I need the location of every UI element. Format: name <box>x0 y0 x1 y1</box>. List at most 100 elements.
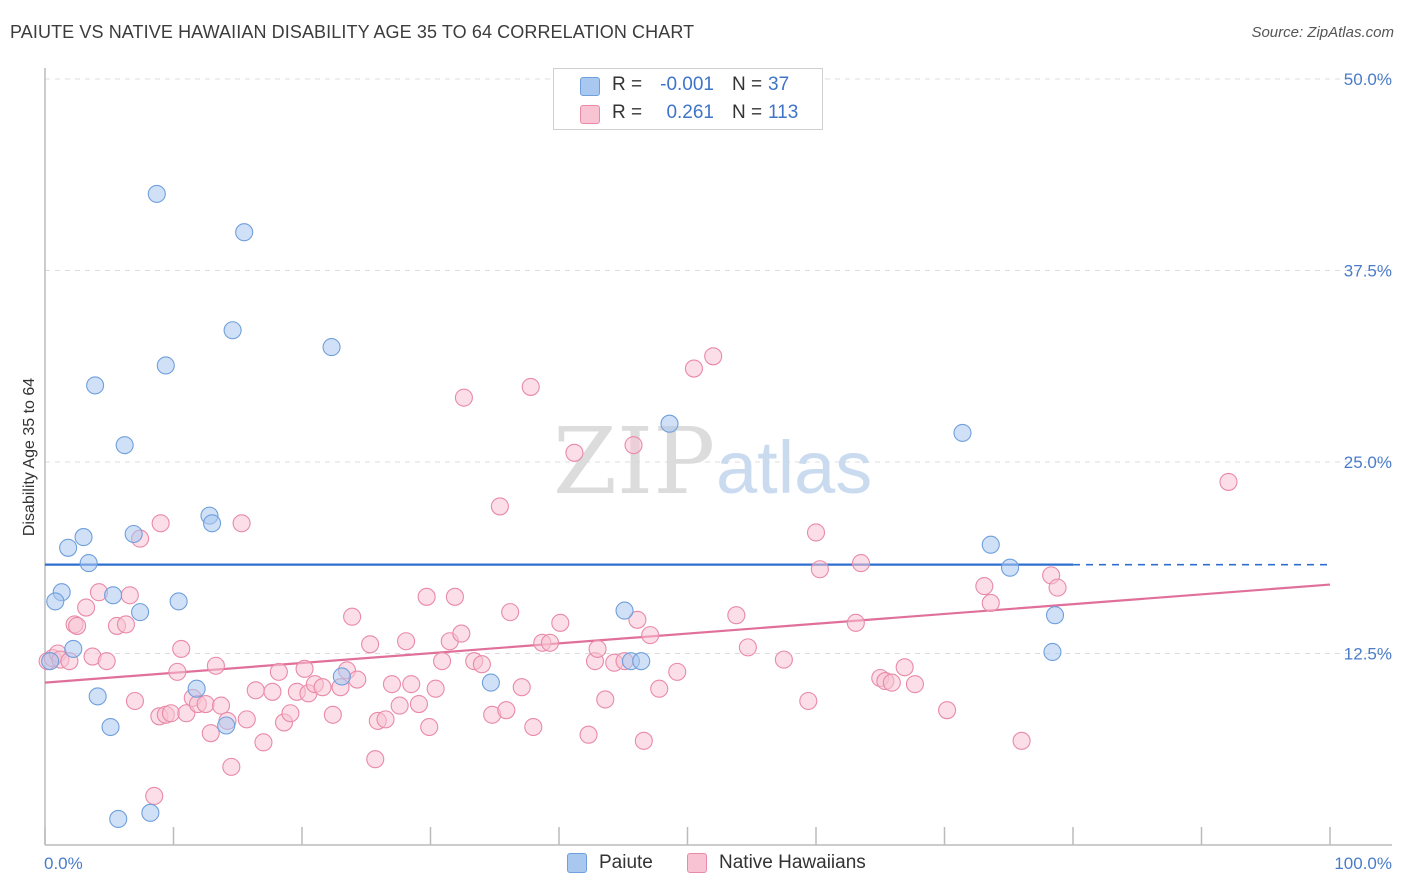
data-point <box>490 497 509 516</box>
data-point <box>201 724 220 743</box>
r-label: R = <box>612 102 643 123</box>
data-point <box>596 690 615 709</box>
data-point <box>101 717 120 737</box>
paiute-swatch <box>567 853 587 873</box>
data-point <box>409 695 428 714</box>
data-point <box>738 638 757 657</box>
n-value: 113 <box>768 102 799 123</box>
data-point <box>74 528 93 547</box>
data-point <box>151 514 170 533</box>
data-point <box>481 673 500 692</box>
data-point <box>147 184 166 203</box>
data-point <box>64 639 83 658</box>
data-point <box>402 675 421 694</box>
data-point <box>799 691 818 711</box>
data-point <box>615 601 634 620</box>
n-value: 37 <box>768 74 790 95</box>
watermark: ZIP atlas <box>553 408 872 515</box>
data-point <box>156 356 175 375</box>
data-point <box>905 675 924 694</box>
data-point <box>632 652 651 671</box>
data-point <box>417 587 436 606</box>
data-point <box>1000 558 1020 577</box>
data-point <box>501 603 520 622</box>
data-point <box>46 592 65 611</box>
data-point <box>668 662 687 681</box>
data-point <box>624 436 643 455</box>
data-point <box>323 705 342 724</box>
x-tick-label: 0.0% <box>44 854 83 873</box>
data-point <box>397 632 416 651</box>
data-point <box>521 377 540 396</box>
trend-lines <box>44 563 1331 684</box>
data-point <box>1045 606 1065 625</box>
data-point <box>172 639 191 658</box>
data-point <box>684 359 703 378</box>
native-hawaiians-trend-line <box>44 583 1331 684</box>
data-point <box>975 577 994 596</box>
r-value: 0.261 <box>666 102 714 123</box>
data-point <box>79 554 98 573</box>
legend-label: Paiute <box>599 852 653 873</box>
data-point <box>203 514 222 533</box>
data-point <box>104 586 123 605</box>
data-point <box>445 587 464 606</box>
data-point <box>660 414 679 433</box>
data-point <box>588 639 607 658</box>
data-point <box>246 681 265 700</box>
data-point <box>68 616 87 635</box>
data-point <box>361 635 380 654</box>
data-point <box>116 615 136 634</box>
data-point <box>223 321 242 340</box>
data-point <box>217 716 236 735</box>
data-point <box>426 679 445 698</box>
series-paiute <box>41 184 1065 829</box>
data-point <box>86 376 105 395</box>
data-point <box>551 613 570 632</box>
data-point <box>187 679 206 698</box>
data-point <box>433 652 452 671</box>
y-tick-label: 37.5% <box>1344 262 1392 281</box>
watermark-atlas: atlas <box>716 426 872 509</box>
native-hawaiians-swatch <box>580 105 600 124</box>
data-point <box>420 717 439 737</box>
data-point <box>846 613 865 632</box>
data-point <box>774 650 793 669</box>
native-hawaiians-swatch <box>687 853 707 873</box>
data-point <box>953 423 972 442</box>
data-point <box>512 678 531 697</box>
data-point <box>452 624 471 643</box>
data-point <box>120 586 139 605</box>
data-point <box>131 603 150 622</box>
data-point <box>125 691 144 711</box>
data-point <box>59 538 78 557</box>
data-point <box>851 554 871 573</box>
data-point <box>390 696 409 715</box>
data-point <box>895 658 914 677</box>
n-label: N = <box>732 102 763 123</box>
data-point <box>145 786 164 806</box>
data-point <box>161 704 180 723</box>
grid-lines <box>45 78 1392 654</box>
data-point <box>882 673 901 692</box>
data-point <box>263 682 282 701</box>
n-label: N = <box>732 74 763 95</box>
data-point <box>88 687 107 706</box>
data-point <box>343 607 362 626</box>
data-point <box>565 443 584 462</box>
data-point <box>77 598 96 617</box>
data-point <box>237 710 256 729</box>
data-point <box>295 659 314 678</box>
data-point <box>235 223 254 242</box>
data-points <box>38 184 1238 829</box>
data-point <box>115 436 134 455</box>
axes <box>44 68 1392 846</box>
chart-title: PAIUTE VS NATIVE HAWAIIAN DISABILITY AGE… <box>10 22 695 42</box>
data-point <box>497 701 516 720</box>
data-point <box>641 626 660 645</box>
data-point <box>109 809 128 829</box>
data-point <box>332 667 351 686</box>
data-point <box>981 593 1000 612</box>
data-point <box>579 725 598 744</box>
